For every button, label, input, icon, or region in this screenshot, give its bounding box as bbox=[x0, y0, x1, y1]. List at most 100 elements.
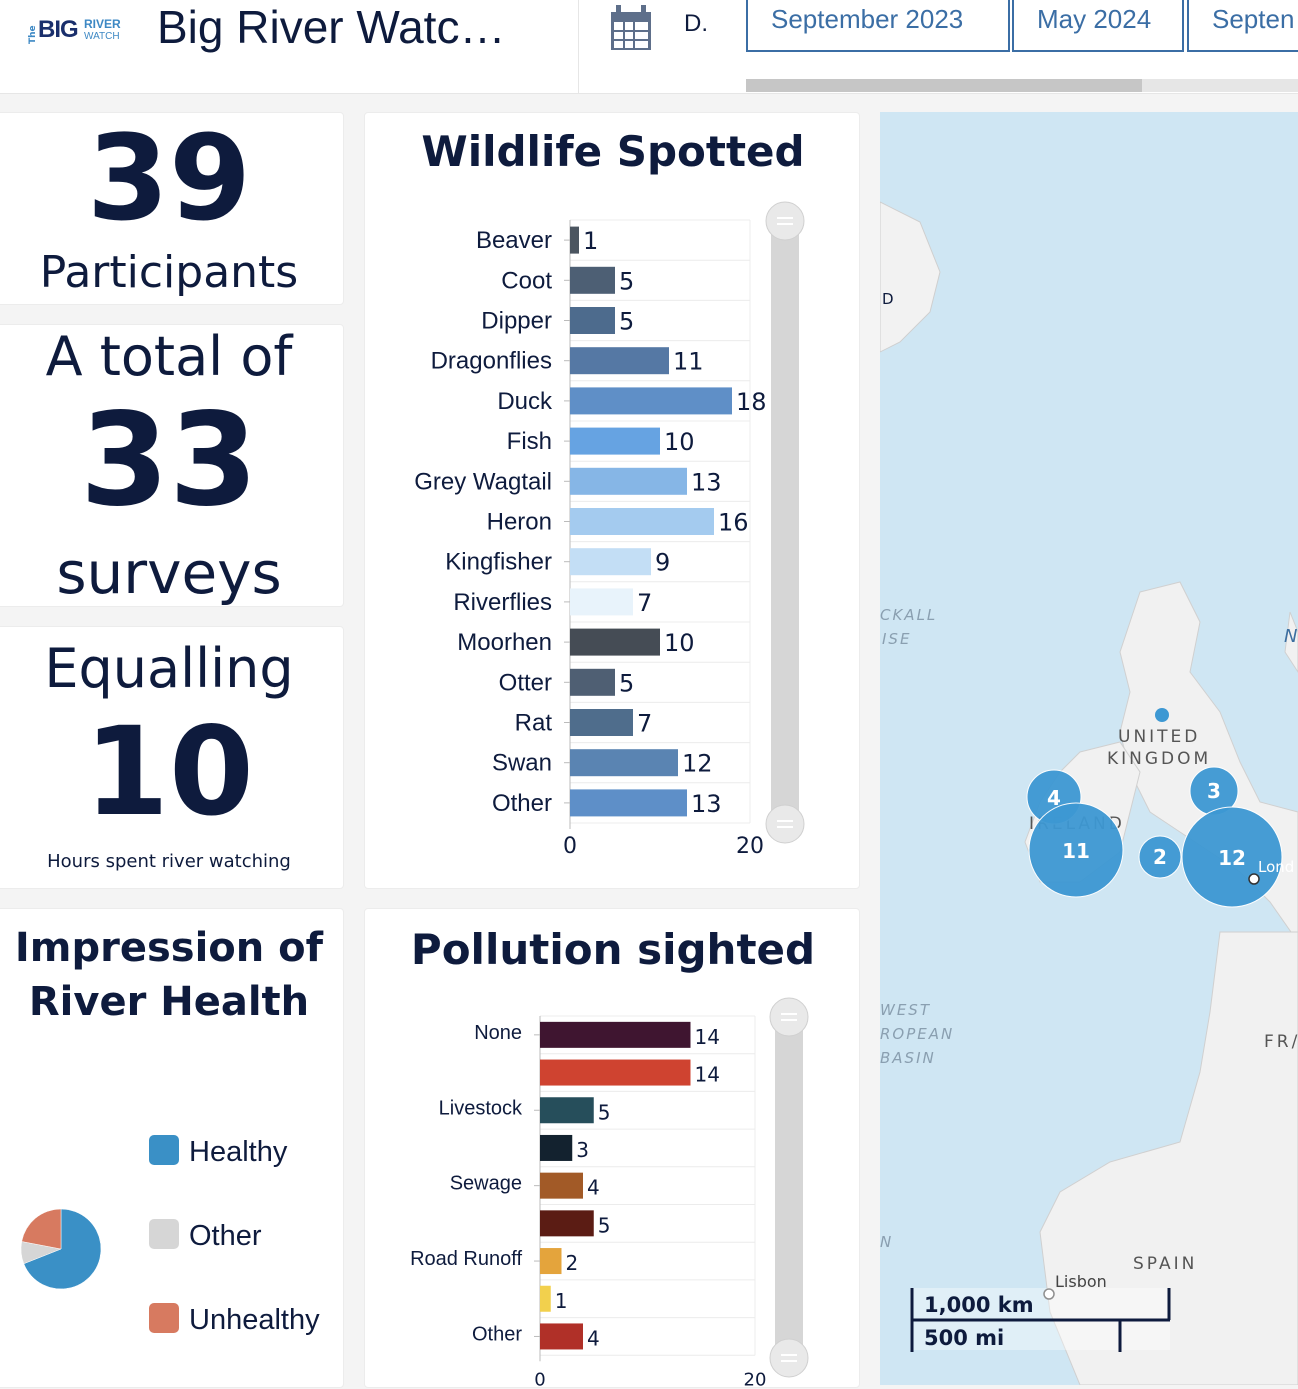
x-tick-label: 0 bbox=[563, 834, 577, 859]
map-cluster[interactable]: 11 bbox=[1028, 802, 1124, 898]
lisbon-marker bbox=[1043, 1288, 1055, 1300]
legend-label[interactable]: Unhealthy bbox=[189, 1304, 320, 1336]
calendar-icon[interactable] bbox=[610, 4, 652, 52]
bar[interactable] bbox=[540, 1285, 551, 1312]
range-slider-handle[interactable] bbox=[765, 804, 805, 844]
bar[interactable] bbox=[540, 1172, 583, 1199]
bar-value-label: 14 bbox=[695, 1025, 720, 1049]
bar[interactable] bbox=[570, 789, 687, 817]
bar-value-label: 18 bbox=[736, 388, 767, 416]
survey-map[interactable]: D CKALL ISE N UNITED KINGDOM IRELAND WES… bbox=[880, 112, 1298, 1385]
participants-count: 39 bbox=[86, 109, 252, 247]
cluster-count: 4 bbox=[1047, 786, 1061, 810]
tab-scrollbar-thumb[interactable] bbox=[746, 79, 1142, 92]
category-label: Grey Wagtail bbox=[414, 468, 552, 495]
bar-value-label: 1 bbox=[555, 1289, 568, 1313]
map-label-lisbon: Lisbon bbox=[1055, 1272, 1107, 1291]
category-label: Fish bbox=[507, 428, 552, 455]
category-label: Sewage bbox=[450, 1173, 522, 1195]
bar[interactable] bbox=[540, 1134, 573, 1161]
map-label-west-2: ROPEAN bbox=[880, 1025, 954, 1043]
surveys-prefix: A total of bbox=[45, 325, 293, 388]
map-label-london: Lond bbox=[1258, 858, 1294, 876]
category-label: Otter bbox=[499, 669, 552, 696]
wildlife-card: Wildlife Spotted 1 Beaver 5 Coot 5 Dipper 11 Dr… bbox=[364, 112, 860, 889]
bar[interactable] bbox=[570, 427, 660, 455]
bar-value-label: 12 bbox=[682, 750, 713, 778]
map-basemap[interactable]: D CKALL ISE N UNITED KINGDOM IRELAND WES… bbox=[880, 112, 1298, 1385]
app-title: Big River Watc… bbox=[157, 1, 506, 53]
bar[interactable] bbox=[570, 508, 714, 535]
bar[interactable] bbox=[570, 347, 669, 375]
header-divider bbox=[578, 0, 579, 93]
bar[interactable] bbox=[570, 387, 732, 415]
bar[interactable] bbox=[540, 1210, 594, 1237]
scale-mi-label: 500 mi bbox=[924, 1326, 1004, 1350]
map-cluster[interactable]: 12 bbox=[1181, 806, 1283, 908]
bar-value-label: 13 bbox=[691, 468, 722, 496]
bar[interactable] bbox=[570, 749, 678, 777]
range-slider-handle[interactable] bbox=[765, 201, 805, 241]
bar[interactable] bbox=[540, 1021, 691, 1048]
map-label-d: D bbox=[882, 290, 894, 308]
tab-may-2024[interactable]: May 2024 bbox=[1012, 0, 1184, 52]
hours-label: Hours spent river watching bbox=[47, 851, 291, 872]
bar[interactable] bbox=[570, 548, 651, 576]
bar[interactable] bbox=[570, 709, 633, 736]
logo-watch-text: WATCH bbox=[84, 31, 120, 42]
bar-value-label: 5 bbox=[598, 1213, 611, 1237]
bar[interactable] bbox=[570, 668, 615, 696]
pie-slice[interactable] bbox=[21, 1208, 62, 1250]
pollution-card: Pollution sighted 14 None 14 5 Livestock 3 4 Se… bbox=[364, 908, 860, 1389]
map-label-spain: SPAIN bbox=[1133, 1254, 1197, 1274]
bar-value-label: 13 bbox=[691, 790, 722, 818]
bar[interactable] bbox=[570, 307, 615, 334]
category-label: Moorhen bbox=[457, 629, 552, 656]
tab-september-2023[interactable]: September 2023 bbox=[746, 0, 1010, 52]
map-cluster[interactable]: 3 bbox=[1189, 766, 1239, 816]
bar-value-label: 5 bbox=[598, 1100, 611, 1124]
range-slider-handle[interactable] bbox=[769, 1338, 809, 1378]
cluster-count: 3 bbox=[1207, 779, 1221, 803]
tab-september-2024[interactable]: Septen bbox=[1187, 0, 1298, 52]
category-label: Livestock bbox=[439, 1097, 523, 1119]
bar-value-label: 4 bbox=[587, 1326, 600, 1350]
bar-value-label: 5 bbox=[619, 308, 634, 336]
cluster-count: 12 bbox=[1218, 846, 1246, 870]
bar-value-label: 3 bbox=[576, 1138, 589, 1162]
bar[interactable] bbox=[570, 266, 615, 294]
pie-slice[interactable] bbox=[23, 1208, 102, 1290]
bar-value-label: 10 bbox=[664, 629, 695, 657]
map-label-rockall-2: ISE bbox=[882, 630, 911, 648]
big-river-watch-logo[interactable]: The BIG RIVER WATCH bbox=[28, 14, 128, 48]
pollution-chart-title: Pollution sighted bbox=[410, 925, 816, 974]
cluster-count: 11 bbox=[1062, 839, 1090, 863]
range-slider-track[interactable] bbox=[771, 221, 799, 824]
map-cluster[interactable]: 2 bbox=[1138, 835, 1182, 879]
range-slider-handle[interactable] bbox=[769, 997, 809, 1037]
bar[interactable] bbox=[570, 467, 687, 495]
wildlife-bar-chart: 1 Beaver 5 Coot 5 Dipper 11 Dragonflies 18 Duck 10… bbox=[414, 201, 805, 859]
map-label-n-top: N bbox=[1284, 626, 1297, 647]
map-point-marker[interactable] bbox=[1155, 708, 1169, 722]
category-label: Dipper bbox=[481, 308, 552, 335]
category-label: Other bbox=[492, 790, 552, 817]
legend-label[interactable]: Healthy bbox=[189, 1136, 288, 1168]
surveys-card: A total of 33 surveys bbox=[0, 324, 344, 607]
map-label-west-1: WEST bbox=[880, 1001, 931, 1019]
map-label-uk-1: UNITED bbox=[1118, 727, 1200, 747]
tab-scrollbar[interactable] bbox=[746, 79, 1298, 92]
legend-label[interactable]: Other bbox=[189, 1220, 262, 1252]
bar[interactable] bbox=[570, 588, 633, 616]
bar[interactable] bbox=[540, 1323, 583, 1350]
bar[interactable] bbox=[540, 1097, 594, 1124]
range-slider-track[interactable] bbox=[775, 1017, 803, 1358]
bar[interactable] bbox=[570, 628, 660, 656]
bar[interactable] bbox=[570, 226, 579, 254]
scale-km-label: 1,000 km bbox=[924, 1293, 1034, 1317]
bar-value-label: 11 bbox=[673, 348, 704, 376]
bar[interactable] bbox=[540, 1059, 691, 1086]
bar[interactable] bbox=[540, 1248, 562, 1275]
category-label: Duck bbox=[497, 388, 553, 415]
